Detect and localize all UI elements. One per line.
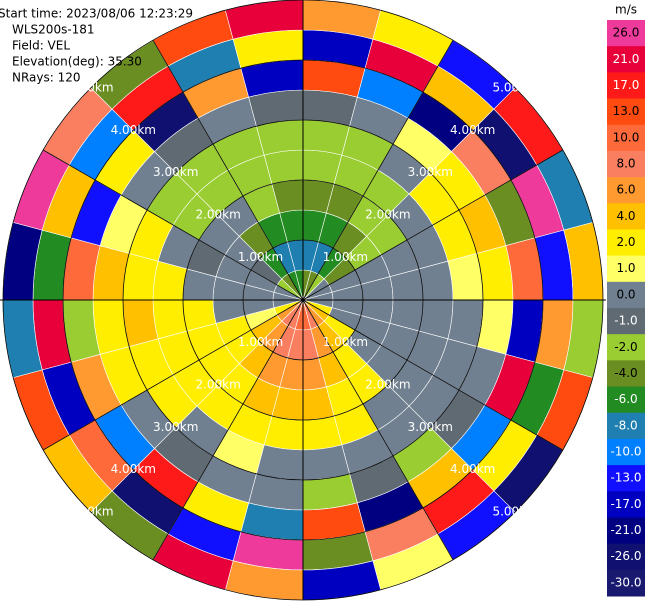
- colorbar-label: -17.0: [610, 497, 641, 511]
- range-ring: [182, 179, 424, 421]
- range-label: 1.00km: [323, 250, 368, 264]
- colorbar-title: m/s: [615, 3, 637, 17]
- colorbar-label: -8.0: [614, 418, 637, 432]
- colorbar-label: 0.0: [616, 287, 635, 301]
- range-label: 1.00km: [238, 250, 283, 264]
- range-label: 1.00km: [238, 335, 283, 349]
- spoke: [42, 299, 304, 451]
- colorbar-label: -10.0: [610, 445, 641, 459]
- labels: 1.00km 1.00km 1.00km 1.00km 2.00km 2.00km 2.00…: [68, 80, 538, 518]
- range-label: 2.00km: [195, 208, 240, 222]
- spoke: [302, 149, 564, 301]
- spoke: [302, 299, 564, 451]
- colorbar-bin: [607, 360, 645, 388]
- range-label: 4.00km: [450, 462, 495, 476]
- colorbar-bin: [607, 465, 645, 492]
- range-gate: [302, 119, 350, 156]
- header-line: Start time: 2023/08/06 12:23:29: [0, 7, 193, 21]
- range-gate: [447, 299, 484, 347]
- header-line: NRays: 120: [12, 71, 81, 85]
- spoke: [152, 299, 304, 561]
- range-label: 1.00km: [323, 335, 368, 349]
- range-gate: [256, 444, 304, 481]
- colorbar-label: -30.0: [610, 575, 641, 589]
- range-gate: [302, 444, 350, 481]
- range-label: 2.00km: [195, 377, 240, 391]
- range-label: 3.00km: [408, 420, 453, 434]
- colorbar-bin: [607, 150, 645, 178]
- colorbar-label: 13.0: [613, 104, 640, 118]
- spoke: [302, 39, 454, 301]
- colorbar-label: 4.0: [616, 209, 635, 223]
- header-line: Elevation(deg): 35.30: [12, 55, 142, 69]
- colorbar-bin: [607, 203, 645, 230]
- colorbar-label: 21.0: [613, 52, 640, 66]
- colorbar-bin: [607, 438, 645, 466]
- colorbar-bin: [607, 177, 645, 204]
- range-ring: [2, 0, 604, 601]
- spoke: [152, 39, 304, 301]
- colorbar-label: -13.0: [610, 471, 641, 485]
- colorbar-label: -2.0: [614, 340, 637, 354]
- colorbar-bin: [607, 72, 645, 100]
- range-label: 3.00km: [408, 165, 453, 179]
- range-label: 5.00km: [68, 80, 113, 94]
- colorbar-bin: [607, 386, 645, 414]
- colorbar-label: 17.0: [613, 78, 640, 92]
- range-gate: [122, 299, 159, 347]
- spoke: [302, 299, 454, 561]
- colorbar-bin: [607, 569, 645, 597]
- range-gate: [447, 253, 484, 301]
- header-line: Field: VEL: [12, 39, 70, 53]
- range-label: 5.00km: [68, 505, 113, 519]
- colorbar-bin: [607, 491, 645, 518]
- axes: [0, 0, 606, 601]
- colorbar-label: 6.0: [616, 183, 635, 197]
- range-label: 2.00km: [365, 208, 410, 222]
- header: Start time: 2023/08/06 12:23:29 WLS200s-1…: [0, 7, 193, 85]
- colorbar-label: 2.0: [616, 235, 635, 249]
- colorbar-bin: [607, 229, 645, 257]
- range-ring: [242, 239, 364, 361]
- field: [2, 0, 604, 601]
- colorbar-bin: [607, 255, 645, 283]
- range-label: 5.00km: [492, 80, 537, 94]
- colorbar-label: -4.0: [614, 366, 637, 380]
- colorbar-bin: [607, 46, 645, 73]
- range-ring: [62, 59, 544, 541]
- colorbar-bin: [607, 543, 645, 571]
- colorbar-label: 26.0: [613, 26, 640, 40]
- range-gate: [256, 119, 304, 156]
- colorbar-label: -6.0: [614, 392, 637, 406]
- range-label: 3.00km: [153, 420, 198, 434]
- colorbar-label: -26.0: [610, 549, 641, 563]
- colorbar-bin: [607, 517, 645, 545]
- range-label: 5.00km: [492, 505, 537, 519]
- colorbar-bin: [607, 20, 645, 47]
- range-label: 4.00km: [111, 462, 156, 476]
- colorbar-bin: [607, 412, 645, 440]
- colorbar-bin: [607, 124, 645, 152]
- colorbar-bin: [607, 334, 645, 361]
- colorbar-label: 8.0: [616, 157, 635, 171]
- colorbar-label: -1.0: [614, 314, 637, 328]
- range-gate: [122, 253, 159, 301]
- range-label: 2.00km: [365, 377, 410, 391]
- spoke: [42, 149, 304, 301]
- colorbar-bin: [607, 98, 645, 126]
- header-line: WLS200s-181: [12, 23, 95, 37]
- colorbar-bin: [607, 281, 645, 309]
- colorbar: m/s 26.0 21.0 17.0 13.0 10.0 8.0 6.0 4.0 2.0 1.0 0.…: [607, 3, 645, 597]
- range-label: 4.00km: [111, 123, 156, 137]
- range-label: 3.00km: [153, 165, 198, 179]
- colorbar-bin: [607, 308, 645, 335]
- range-ring: [122, 119, 484, 481]
- colorbar-label: -21.0: [610, 523, 641, 537]
- colorbar-label: 1.0: [616, 261, 635, 275]
- range-label: 4.00km: [450, 123, 495, 137]
- colorbar-label: 10.0: [613, 130, 640, 144]
